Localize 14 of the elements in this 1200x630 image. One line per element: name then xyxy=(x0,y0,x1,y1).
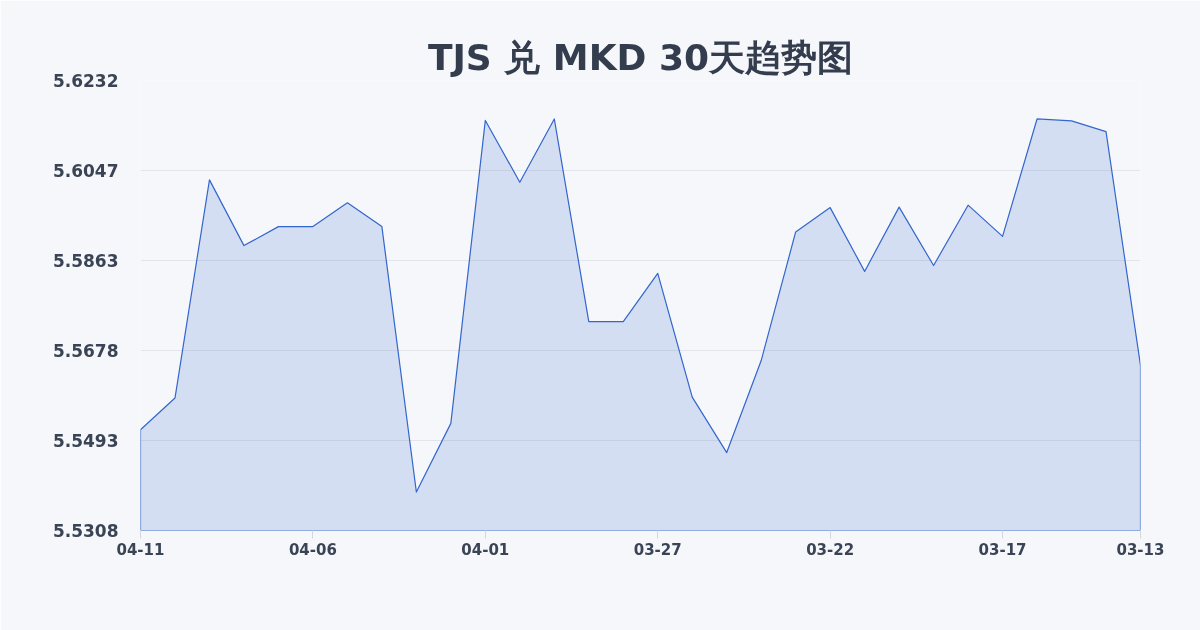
x-tick-label: 04-06 xyxy=(288,540,337,559)
x-tick-label: 03-22 xyxy=(806,540,855,559)
y-tick-label: 5.5678 xyxy=(52,340,119,361)
x-tick-label: 04-01 xyxy=(461,540,510,559)
y-tick-label: 5.6232 xyxy=(52,71,119,91)
y-tick-label: 5.5493 xyxy=(52,430,119,451)
x-tick-label: 04-11 xyxy=(116,540,165,559)
x-tick-label: 03-17 xyxy=(978,540,1027,559)
x-tick-label: 03-27 xyxy=(633,540,682,559)
y-tick-label: 5.5863 xyxy=(52,250,119,271)
y-tick-label: 5.6047 xyxy=(52,161,119,182)
y-tick-label: 5.5308 xyxy=(52,521,119,541)
chart-title: TJS 兑 MKD 30天趋势图 xyxy=(427,36,854,78)
x-tick-label: 03-13 xyxy=(1116,540,1165,559)
